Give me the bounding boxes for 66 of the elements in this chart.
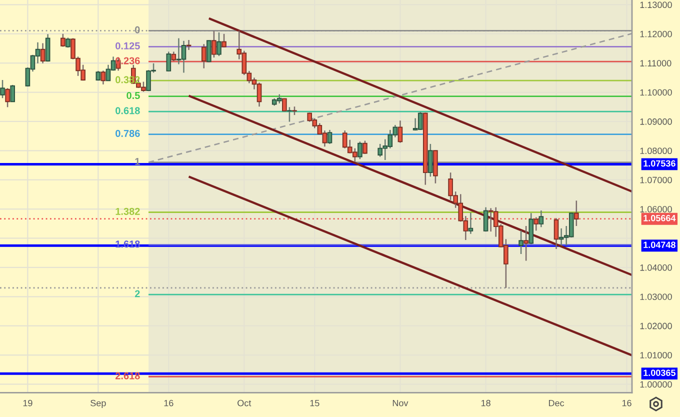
candlestick	[428, 143, 433, 178]
x-tick-label: 16	[622, 400, 632, 406]
x-tick-label: 19	[23, 400, 32, 406]
series-label: 0.618	[116, 107, 140, 114]
candlestick	[524, 225, 528, 262]
x-tick-label: 18	[481, 400, 490, 406]
series-label: 0.786	[116, 130, 140, 137]
y-tick-label: 1.02000	[640, 322, 672, 330]
candlestick	[483, 206, 488, 232]
y-tick-label: 1.13000	[640, 2, 672, 8]
x-tick-label: Oct	[238, 400, 252, 406]
series-label: 0.125	[116, 42, 140, 50]
candlestick	[186, 39, 192, 51]
ref-line-label: 1.05664	[644, 214, 676, 222]
candlestick	[554, 217, 559, 250]
candlestick	[518, 230, 524, 255]
series-label: 2	[134, 290, 140, 298]
ref-line-label: 1.07536	[644, 160, 676, 167]
candlestick	[201, 43, 206, 69]
series-label: 1.618	[116, 240, 140, 248]
candlestick	[216, 32, 222, 57]
series-label: 0	[135, 26, 140, 34]
candlestick	[282, 98, 287, 112]
candlestick	[60, 33, 66, 48]
y-tick-label: 1.08000	[640, 148, 672, 154]
candlestick	[0, 79, 5, 99]
y-tick-label: 1.03000	[640, 294, 672, 300]
candlestick	[362, 140, 368, 154]
ref-line-label: 1.04748	[644, 242, 676, 248]
candlestick	[528, 212, 534, 245]
x-tick-label: 16	[164, 400, 174, 406]
candlestick	[398, 120, 403, 144]
candlestick	[222, 33, 226, 48]
candlestick	[5, 88, 10, 108]
y-tick-label: 1.07000	[640, 176, 672, 184]
candlestick	[166, 51, 172, 72]
x-tick-label: 15	[310, 400, 320, 406]
y-tick-label: 1.10000	[640, 89, 672, 96]
candlestick	[66, 37, 70, 48]
candlestick	[358, 140, 362, 160]
y-tick-label: 1.06000	[640, 206, 672, 212]
x-tick-label: Nov	[392, 400, 408, 406]
candlestick	[10, 84, 15, 103]
x-tick-label: Dec	[548, 400, 564, 406]
candlestick	[100, 70, 106, 85]
y-tick-label: 1.00000	[640, 381, 672, 388]
x-tick-label: Sep	[90, 400, 106, 408]
candlestick	[212, 30, 216, 58]
candlestick	[287, 106, 292, 122]
y-tick-label: 1.09000	[640, 118, 672, 125]
series-label: 1.382	[116, 208, 140, 215]
candlestick	[534, 216, 539, 232]
candlestick	[40, 42, 46, 64]
candlestick	[171, 51, 176, 62]
series-label: 0.5	[126, 92, 140, 100]
candlestick	[538, 210, 544, 228]
y-tick-label: 1.11000	[640, 60, 672, 66]
candlestick	[574, 200, 579, 227]
candlestick	[206, 40, 212, 63]
ref-line-label: 1.00365	[644, 370, 676, 376]
candlestick	[327, 129, 332, 145]
candlestick	[45, 34, 50, 62]
y-tick-label: 1.01000	[640, 352, 672, 358]
y-tick-label: 1.12000	[640, 30, 672, 38]
y-tick-label: 1.04000	[640, 264, 672, 271]
candlestick	[468, 212, 474, 234]
